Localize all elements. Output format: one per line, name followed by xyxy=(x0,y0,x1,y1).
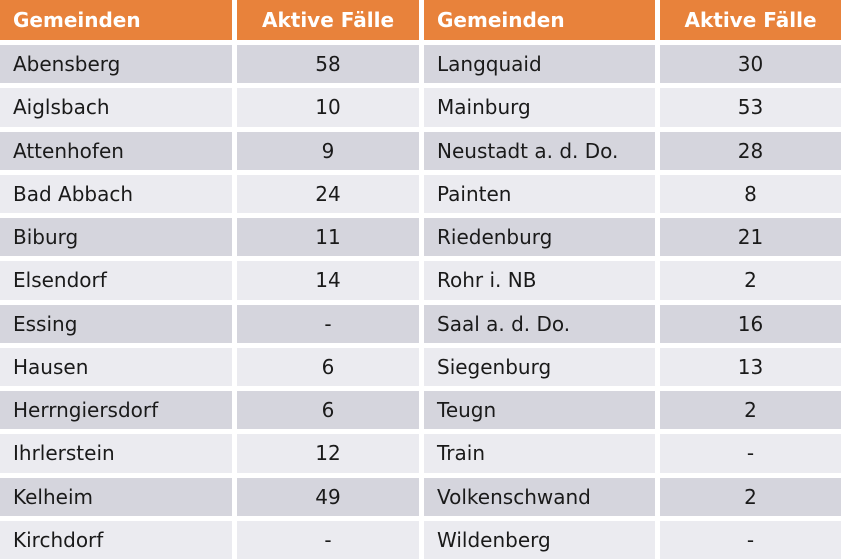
municipality-cell: Mainburg xyxy=(424,88,655,127)
cases-cell: 2 xyxy=(660,391,841,430)
column-header-aktive-faelle-left: Aktive Fälle xyxy=(237,0,419,40)
cases-cell: - xyxy=(237,520,419,559)
cases-cell: - xyxy=(660,520,841,559)
cases-cell: 11 xyxy=(237,218,419,257)
municipality-cell: Neustadt a. d. Do. xyxy=(424,131,655,170)
cases-cell: 58 xyxy=(237,45,419,84)
municipality-cell: Biburg xyxy=(0,218,232,257)
cases-cell: 6 xyxy=(237,391,419,430)
municipality-cell: Rohr i. NB xyxy=(424,261,655,300)
cases-cell: 6 xyxy=(237,347,419,386)
municipality-cell: Volkenschwand xyxy=(424,477,655,516)
municipality-cell: Attenhofen xyxy=(0,131,232,170)
municipality-cell: Wildenberg xyxy=(424,520,655,559)
municipality-cell: Herrngiersdorf xyxy=(0,391,232,430)
municipality-cell: Riedenburg xyxy=(424,218,655,257)
municipality-cell: Hausen xyxy=(0,347,232,386)
column-header-gemeinden-right: Gemeinden xyxy=(424,0,655,40)
municipality-cell: Essing xyxy=(0,304,232,343)
cases-cell: - xyxy=(660,434,841,473)
municipality-cell: Ihrlerstein xyxy=(0,434,232,473)
cases-cell: 14 xyxy=(237,261,419,300)
column-header-gemeinden-left: Gemeinden xyxy=(0,0,232,40)
cases-cell: - xyxy=(237,304,419,343)
cases-cell: 8 xyxy=(660,174,841,213)
cases-cell: 53 xyxy=(660,88,841,127)
municipality-cell: Kirchdorf xyxy=(0,520,232,559)
municipality-cell: Train xyxy=(424,434,655,473)
cases-cell: 21 xyxy=(660,218,841,257)
municipality-cell: Painten xyxy=(424,174,655,213)
cases-cell: 30 xyxy=(660,45,841,84)
municipality-cell: Elsendorf xyxy=(0,261,232,300)
municipality-cell: Kelheim xyxy=(0,477,232,516)
municipality-cell: Abensberg xyxy=(0,45,232,84)
cases-cell: 2 xyxy=(660,477,841,516)
municipality-cell: Aiglsbach xyxy=(0,88,232,127)
municipality-cell: Siegenburg xyxy=(424,347,655,386)
column-header-aktive-faelle-right: Aktive Fälle xyxy=(660,0,841,40)
cases-cell: 2 xyxy=(660,261,841,300)
cases-cell: 24 xyxy=(237,174,419,213)
cases-cell: 49 xyxy=(237,477,419,516)
cases-cell: 10 xyxy=(237,88,419,127)
municipality-cell: Bad Abbach xyxy=(0,174,232,213)
cases-cell: 9 xyxy=(237,131,419,170)
cases-cell: 16 xyxy=(660,304,841,343)
cases-cell: 28 xyxy=(660,131,841,170)
municipality-cell: Teugn xyxy=(424,391,655,430)
municipality-cell: Langquaid xyxy=(424,45,655,84)
cases-cell: 12 xyxy=(237,434,419,473)
cases-cell: 13 xyxy=(660,347,841,386)
municipality-cell: Saal a. d. Do. xyxy=(424,304,655,343)
